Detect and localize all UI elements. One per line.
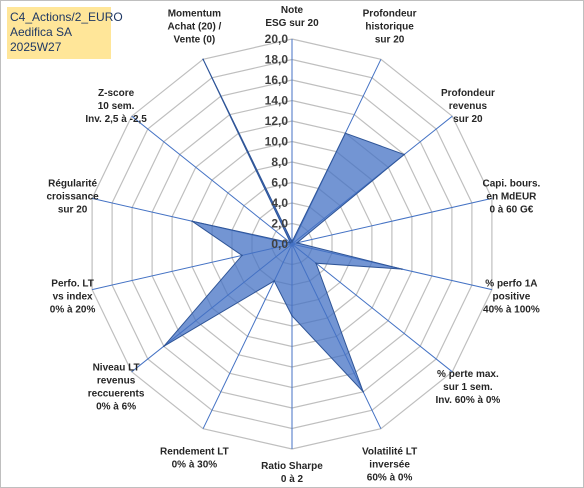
axis-label: Perfo. LT vs index 0% à 20% [50,279,96,316]
tick-label: 8,0 [271,155,288,169]
axis-label: Momentum Achat (20) / Vente (0) [167,8,221,45]
tick-label: 0,0 [271,237,288,251]
data-point [289,241,292,244]
tick-label: 20,0 [265,32,289,46]
axis-label-line: 40% à 100% [483,305,540,316]
axis-label-line: 0 à 60 G€ [489,204,533,215]
tick-label: 6,0 [271,176,288,190]
axis-label-line: 60% à 0% [367,473,413,484]
axis-label-line: 0% à 20% [50,305,96,316]
axis-label-line: Note [281,5,304,16]
tick-label: 14,0 [265,94,289,108]
info-week: 2025W27 [10,40,62,54]
axis-label-line: historique [365,21,414,32]
axis-label-line: sur 20 [58,204,88,215]
data-point [401,268,403,270]
axis-label-line: Profondeur [363,8,417,19]
axis-label-line: Vente (0) [174,34,216,45]
axis-label-line: % perfo 1A [485,279,537,290]
data-point [315,262,317,265]
axis-label-line: 0% à 30% [172,460,218,471]
axis-label-line: sur 1 sem. [443,382,493,393]
axis-label-line: ESG sur 20 [265,18,319,29]
axis-label-line: Capi. bours. [483,178,541,189]
axis-label-line: Achat (20) / [167,21,221,32]
tick-label: 18,0 [265,53,289,67]
axis-label-line: vs index [53,292,93,303]
axis-label: Régularité croissance sur 20 [46,178,99,215]
axis-label: Profondeur historique sur 20 [363,8,417,45]
axis-label-line: sur 20 [453,114,483,125]
data-point [403,153,406,156]
axis-label-line: Niveau LT [93,362,140,373]
axis-spoke [291,197,493,245]
data-point [273,280,276,282]
axis-label-line: Volatilité LT [362,447,417,458]
info-company: Aedifica SA [10,25,73,39]
data-point [344,132,347,134]
axis-label-line: Régularité [48,178,97,189]
axis-label-line: Rendement LT [160,447,229,458]
axis-label-line: inversée [369,460,410,471]
axis-label-line: 0 à 2 [281,474,304,485]
data-point [291,315,293,317]
axis-spoke [131,115,293,245]
tick-label: 2,0 [271,217,288,231]
axis-spoke [291,243,453,373]
info-box: C4_Actions/2_EURO Aedifica SA 2025W27 [7,7,123,59]
axis-label-line: positive [493,292,531,303]
axis-label-line: 0% à 6% [96,401,136,412]
axis-label-line: Inv. 2,5 à -2,5 [85,114,147,125]
data-point [191,220,193,222]
data-point [163,345,165,348]
tick-label: 16,0 [265,73,289,87]
axis-label-line: Inv. 60% à 0% [435,395,500,406]
axis-label: Rendement LT 0% à 30% [160,447,229,471]
axis-label-line: Z-score [98,88,135,99]
axis-label: Profondeur revenus sur 20 [441,88,495,125]
axis-label: % perfo 1A positive 40% à 100% [483,279,540,316]
axis-label-line: reccuerents [88,388,145,399]
axis-label-line: croissance [46,191,99,202]
info-category: C4_Actions/2_EURO [10,10,123,24]
data-point [202,58,204,61]
axis-label-line: Profondeur [441,88,495,99]
axis-label-line: 10 sem. [98,101,135,112]
axis-label: Capi. bours. en MdEUR 0 à 60 G€ [483,178,541,215]
data-point [362,391,365,393]
axis-label: Niveau LT revenus reccuerents 0% à 6% [88,362,145,412]
axis-label: Z-score 10 sem. Inv. 2,5 à -2,5 [85,88,147,125]
axis-label: Ratio Sharpe 0 à 2 [261,461,323,485]
data-point [241,254,243,257]
axis-label-line: Ratio Sharpe [261,461,323,472]
axis-label-line: % perte max. [437,369,499,380]
axis-label-line: revenus [449,101,488,112]
tick-label: 12,0 [265,114,289,128]
axis-label-line: Perfo. LT [51,279,94,290]
tick-label: 4,0 [271,196,288,210]
axis-label-line: en MdEUR [486,191,537,202]
axis-label: Volatilité LT inversée 60% à 0% [362,447,417,484]
axis-label-line: sur 20 [375,34,405,45]
tick-label: 10,0 [265,135,289,149]
axis-label-line: Momentum [168,8,221,19]
data-point [296,242,298,244]
axis-label: % perte max. sur 1 sem. Inv. 60% à 0% [435,369,500,406]
data-point [291,241,293,243]
axis-label: Note ESG sur 20 [265,5,319,29]
axis-label-line: revenus [97,375,136,386]
